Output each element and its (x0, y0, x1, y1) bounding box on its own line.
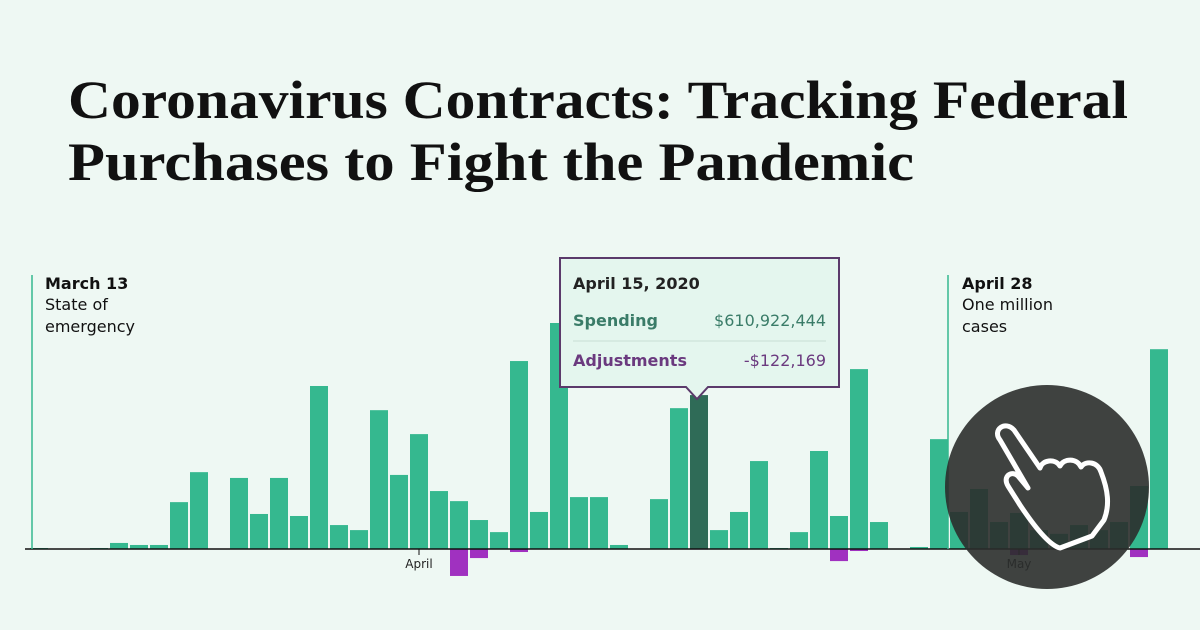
annotation-text: cases (962, 317, 1007, 336)
tooltip-box (559, 257, 840, 401)
tooltip-value: -$122,169 (744, 351, 826, 370)
bar (710, 530, 728, 549)
bar (750, 461, 768, 549)
tooltip-series-name: Spending (573, 311, 658, 330)
bar (810, 450, 828, 549)
bar (610, 544, 628, 549)
bar (150, 544, 168, 549)
annotation-title: March 13 (45, 274, 128, 293)
bar (110, 542, 128, 549)
bar (650, 499, 668, 549)
bar (670, 408, 688, 549)
bar (510, 549, 528, 553)
bar (130, 544, 148, 549)
hand-icon (995, 423, 1111, 551)
tooltip-value: $610,922,444 (714, 311, 826, 330)
bar (470, 520, 488, 549)
annotation-text: State of (45, 295, 108, 314)
bar (370, 410, 388, 549)
bar (930, 439, 948, 549)
bar (350, 530, 368, 549)
chart-title: Purchases to Fight the Pandemic (68, 132, 914, 192)
bar (830, 515, 848, 549)
x-tick-label: April (405, 557, 432, 571)
bar (530, 511, 548, 549)
bar (290, 515, 308, 549)
bar (790, 532, 808, 549)
tooltip: April 15, 2020 Spending $610,922,444 Adj… (559, 257, 840, 401)
bar (250, 513, 268, 549)
bar (330, 525, 348, 549)
bar (450, 549, 468, 576)
bar (470, 549, 488, 559)
bar (830, 549, 848, 562)
bar (430, 491, 448, 549)
annotation-title: April 28 (962, 274, 1033, 293)
annotation-text: emergency (45, 317, 135, 336)
bar (910, 546, 928, 549)
bar (170, 502, 188, 549)
bar (850, 369, 868, 549)
bar (230, 477, 248, 549)
bar (730, 511, 748, 549)
bar (490, 532, 508, 549)
bar (850, 549, 868, 552)
bar (1150, 349, 1168, 549)
bar (570, 497, 588, 549)
bar (690, 395, 708, 549)
tooltip-date: April 15, 2020 (573, 274, 700, 293)
bar (870, 522, 888, 549)
bar (1130, 549, 1148, 558)
bar (590, 497, 608, 549)
bar (310, 385, 328, 549)
bar (270, 477, 288, 549)
bar (410, 434, 428, 549)
bar (190, 472, 208, 549)
annotation-text: One million (962, 295, 1053, 314)
bar (450, 501, 468, 549)
cursor-overlay (945, 385, 1149, 589)
cursor-circle (945, 385, 1149, 589)
bar (390, 474, 408, 549)
tooltip-series-name: Adjustments (573, 351, 687, 370)
chart-title: Coronavirus Contracts: Tracking Federal (68, 70, 1128, 130)
bar (510, 361, 528, 549)
